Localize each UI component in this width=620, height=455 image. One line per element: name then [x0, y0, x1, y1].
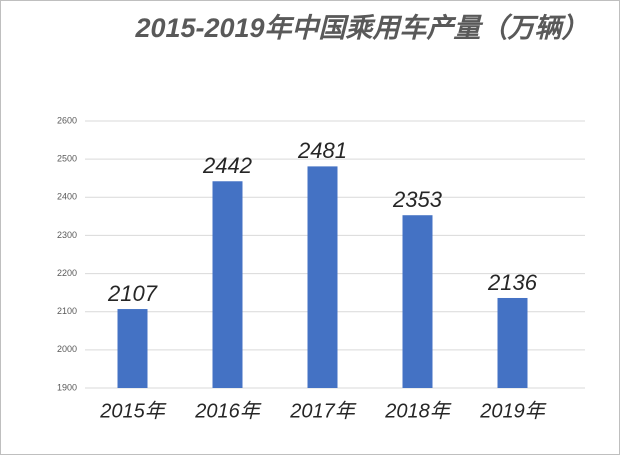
data-label: 2136 — [487, 270, 538, 295]
bar — [307, 166, 338, 388]
x-tick-label: 2016年 — [194, 400, 261, 422]
data-label: 2481 — [297, 138, 347, 163]
data-label: 2442 — [202, 153, 252, 178]
x-tick-label: 2018年 — [384, 400, 451, 422]
data-label: 2353 — [392, 187, 443, 212]
bar — [402, 215, 433, 388]
y-tick-label: 2500 — [57, 154, 77, 164]
y-tick-label: 2600 — [57, 115, 77, 125]
y-tick-label: 2200 — [57, 268, 77, 278]
y-tick-label: 1900 — [57, 382, 77, 392]
y-tick-label: 2100 — [57, 306, 77, 316]
x-tick-label: 2015年 — [99, 400, 166, 422]
bar — [497, 297, 528, 388]
x-tick-label: 2017年 — [289, 400, 356, 422]
bar — [117, 309, 148, 388]
y-tick-label: 2400 — [57, 192, 77, 202]
chart-title: 2015-2019年中国乘用车产量（万辆） — [134, 13, 588, 43]
data-label: 2107 — [107, 281, 158, 306]
y-tick-label: 2300 — [57, 230, 77, 240]
y-tick-label: 2000 — [57, 344, 77, 354]
x-tick-label: 2019年 — [479, 400, 546, 422]
bar — [212, 181, 243, 388]
